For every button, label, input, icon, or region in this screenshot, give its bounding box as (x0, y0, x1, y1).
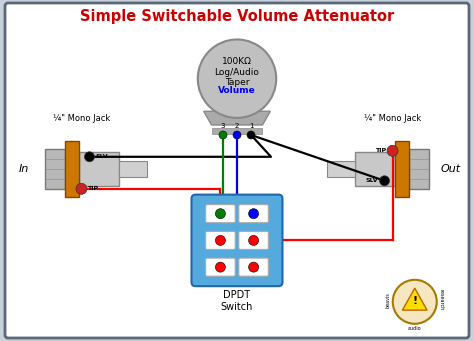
FancyBboxPatch shape (191, 195, 283, 286)
Text: In: In (18, 164, 28, 174)
Text: SLV: SLV (366, 178, 379, 183)
Bar (65, 141, 80, 197)
Polygon shape (402, 288, 427, 310)
Circle shape (215, 235, 226, 246)
Text: 1: 1 (249, 123, 253, 129)
Circle shape (247, 131, 255, 139)
Polygon shape (204, 111, 270, 125)
Bar (119, 161, 147, 177)
Text: research: research (439, 289, 444, 310)
Text: SLV: SLV (95, 154, 108, 159)
Circle shape (248, 235, 259, 246)
Text: TIP: TIP (375, 148, 386, 153)
Text: 3: 3 (221, 123, 225, 129)
Bar (355, 152, 394, 186)
Circle shape (393, 280, 437, 324)
Text: beavis: beavis (386, 292, 391, 308)
FancyBboxPatch shape (239, 258, 268, 276)
Text: TIP: TIP (88, 186, 99, 191)
FancyBboxPatch shape (206, 232, 235, 249)
Circle shape (387, 145, 398, 156)
Circle shape (248, 209, 259, 219)
Circle shape (233, 131, 241, 139)
Bar (211, 128, 263, 134)
Circle shape (76, 183, 87, 194)
Text: Out: Out (440, 164, 461, 174)
Circle shape (248, 262, 259, 272)
Text: Simple Switchable Volume Attenuator: Simple Switchable Volume Attenuator (80, 9, 394, 24)
Bar (80, 152, 119, 186)
Bar (409, 149, 428, 189)
FancyBboxPatch shape (206, 258, 235, 276)
Text: ¼" Mono Jack: ¼" Mono Jack (53, 114, 110, 123)
FancyBboxPatch shape (5, 3, 469, 338)
Text: 100KΩ
Log/Audio
Taper: 100KΩ Log/Audio Taper (215, 57, 259, 87)
FancyBboxPatch shape (239, 232, 268, 249)
Circle shape (215, 262, 226, 272)
Bar (46, 149, 65, 189)
Text: ¼" Mono Jack: ¼" Mono Jack (364, 114, 421, 123)
Text: !: ! (412, 296, 417, 306)
Text: DPDT
Switch: DPDT Switch (221, 290, 253, 312)
Circle shape (380, 176, 390, 186)
Circle shape (219, 131, 227, 139)
Text: Volume: Volume (218, 86, 256, 95)
Circle shape (198, 40, 276, 118)
Circle shape (84, 152, 94, 162)
Bar (327, 161, 355, 177)
Text: audio: audio (408, 326, 421, 331)
FancyBboxPatch shape (239, 205, 268, 223)
Circle shape (215, 209, 226, 219)
Bar (394, 141, 409, 197)
FancyBboxPatch shape (206, 205, 235, 223)
Text: 2: 2 (235, 123, 239, 129)
